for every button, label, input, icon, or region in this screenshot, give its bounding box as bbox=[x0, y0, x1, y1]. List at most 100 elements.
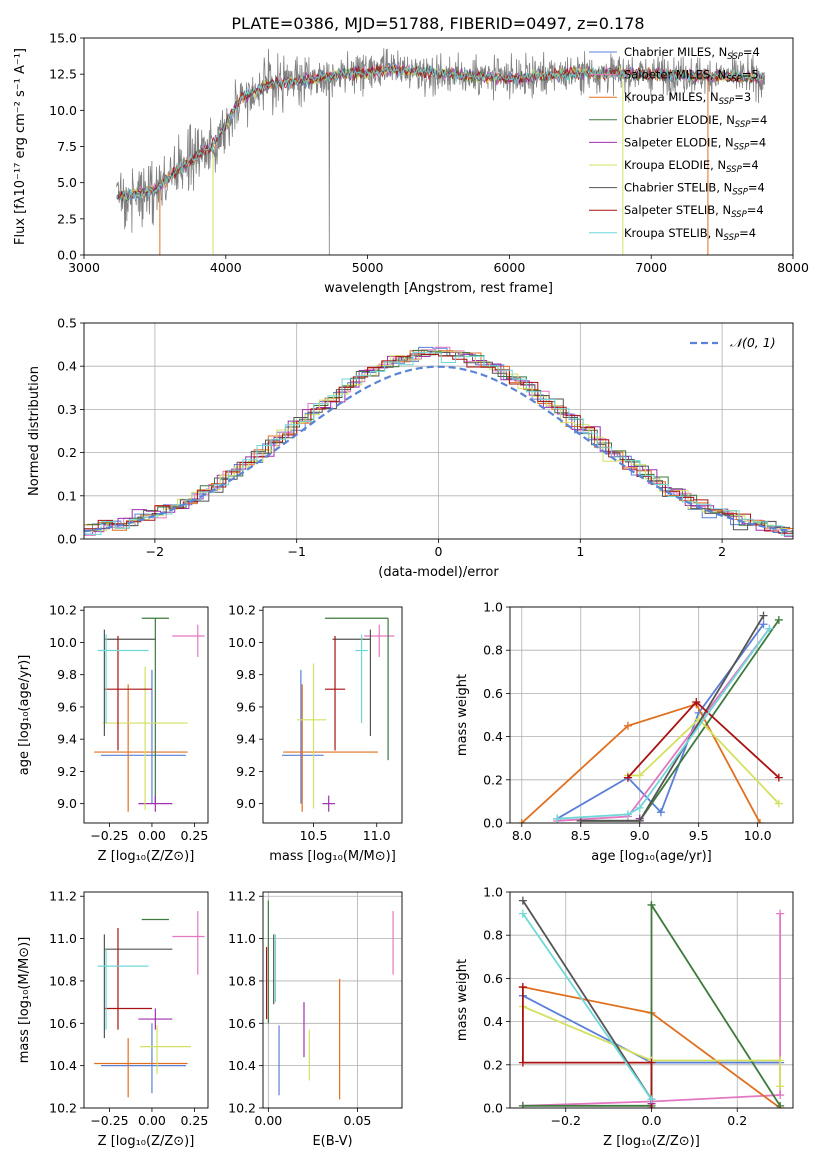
series-marker bbox=[765, 624, 774, 633]
series-marker bbox=[647, 900, 656, 909]
legend-label: Kroupa MILES, NSSP=3 bbox=[624, 90, 751, 107]
legend-model: Salpeter ELODIE, bbox=[624, 135, 725, 149]
x-tick-label: −1 bbox=[287, 544, 305, 559]
errorbar-point-salpeter-elodie bbox=[138, 795, 173, 812]
legend-nssp-sub: SSP bbox=[726, 165, 742, 175]
x-tick-label: 0.05 bbox=[344, 1113, 372, 1128]
axes-frame bbox=[509, 891, 794, 1109]
series-line bbox=[522, 913, 653, 1100]
series-marker bbox=[576, 816, 585, 823]
y-tick-label: 9.6 bbox=[236, 699, 256, 714]
series-line bbox=[522, 913, 781, 1107]
errorbar-point-chabrier-stelib bbox=[103, 629, 156, 736]
y-tick-label: 11.0 bbox=[49, 931, 77, 946]
chart-weight_vs_age: 8.0 8.5 9.0 9.5 10.0 0.0 0.2 0.4 0.6 0.8 1.0 age [l… bbox=[455, 600, 794, 864]
legend-nssp-sub: SSP bbox=[726, 75, 742, 85]
errorbar-point-chabrier-elodie bbox=[324, 617, 389, 761]
series-marker bbox=[656, 808, 665, 817]
series-marker bbox=[647, 1104, 656, 1108]
plot-area bbox=[94, 911, 205, 1098]
errorbar-point-kroupa-stelib bbox=[355, 634, 368, 724]
series-marker bbox=[518, 1058, 527, 1067]
x-tick-label: 10.0 bbox=[744, 828, 772, 843]
series-marker bbox=[774, 615, 783, 624]
plot-area bbox=[265, 900, 394, 1100]
series-marker bbox=[776, 1101, 785, 1108]
y-tick-label: 15.0 bbox=[49, 31, 77, 46]
series-marker bbox=[776, 909, 785, 918]
axes-frame bbox=[509, 606, 794, 824]
plot-area bbox=[518, 896, 785, 1108]
x-tick-label: 0.00 bbox=[254, 1113, 282, 1128]
legend: 𝒩(0, 1) bbox=[690, 335, 776, 350]
axes-frame bbox=[83, 891, 209, 1109]
x-tick-label: −0.25 bbox=[90, 828, 128, 843]
legend-nssp-value: =4 bbox=[742, 158, 759, 172]
errorbar-point-kroupa-stelib bbox=[97, 634, 149, 724]
series-line bbox=[522, 987, 653, 1108]
axes-frame bbox=[83, 606, 209, 824]
legend-label: Salpeter STELIB, NSSP=4 bbox=[624, 203, 764, 220]
series-marker bbox=[647, 1095, 656, 1104]
legend-nssp-sub: SSP bbox=[731, 210, 747, 220]
errorbar-point-kroupa-elodie bbox=[297, 663, 327, 809]
x-axis-label: (data-model)/error bbox=[378, 565, 499, 580]
histogram-chabrier-miles bbox=[84, 346, 788, 535]
y-tick-label: 0.3 bbox=[57, 402, 77, 417]
x-axis-label: Z [log₁₀(Z/Z⊙)] bbox=[603, 1134, 700, 1149]
y-tick-label: 10.2 bbox=[228, 1101, 256, 1116]
chart-spectrum: 3000 4000 5000 6000 7000 8000 0.0 2.5 5.0 7.5 10.0… bbox=[13, 31, 809, 297]
legend-nssp-value: =4 bbox=[750, 113, 767, 127]
x-tick-label: 0.25 bbox=[180, 1113, 208, 1128]
series-marker bbox=[518, 1101, 527, 1108]
axes-frame bbox=[83, 37, 794, 256]
legend-model: Kroupa MILES, bbox=[624, 90, 710, 104]
y-tick-label: 1.0 bbox=[483, 600, 503, 615]
y-tick-label: 0.2 bbox=[483, 772, 503, 787]
y-tick-label: 10.4 bbox=[49, 1058, 77, 1073]
x-tick-label: 10.5 bbox=[300, 828, 328, 843]
series-marker bbox=[518, 909, 527, 918]
legend-nssp-prefix: N bbox=[710, 90, 719, 104]
errorbar-point-kroupa-elodie bbox=[102, 666, 188, 811]
y-tick-label: 9.2 bbox=[236, 764, 256, 779]
errorbar-point-salpeter-stelib bbox=[104, 928, 152, 1030]
series-marker bbox=[647, 1058, 656, 1067]
errorbar-point-salpeter-elodie bbox=[138, 1008, 173, 1030]
series-marker bbox=[776, 1082, 785, 1091]
y-tick-label: 0.1 bbox=[57, 488, 77, 503]
model-line-salpeter-stelib bbox=[117, 64, 765, 201]
errorbar-point-salpeter-miles bbox=[172, 624, 205, 657]
legend-nssp-prefix: N bbox=[722, 203, 731, 217]
legend-model: Kroupa STELIB, bbox=[624, 226, 715, 240]
errorbar-point-salpeter-miles bbox=[364, 624, 395, 657]
y-tick-label: 0.2 bbox=[57, 445, 77, 460]
series-marker bbox=[623, 721, 632, 730]
grid bbox=[263, 892, 402, 1109]
series-kroupa-stelib bbox=[518, 909, 656, 1104]
legend-label: 𝒩(0, 1) bbox=[730, 335, 776, 350]
series-marker bbox=[623, 810, 632, 819]
x-axis-label: age [log₁₀(age/yr)] bbox=[591, 849, 712, 864]
y-axis-label: mass [log₁₀(M/M⊙)] bbox=[17, 937, 32, 1064]
series-line bbox=[521, 703, 761, 823]
axes-frame bbox=[83, 322, 794, 540]
errorbar-point-salpeter-stelib bbox=[324, 636, 346, 751]
y-tick-label: 10.8 bbox=[49, 973, 77, 988]
model-line-kroupa-stelib bbox=[119, 65, 765, 201]
y-tick-label: 0.8 bbox=[483, 643, 503, 658]
y-tick-label: 0.6 bbox=[483, 971, 503, 986]
series-line bbox=[522, 1005, 781, 1087]
x-axis-label: mass [log₁₀(M/M⊙)] bbox=[269, 849, 396, 864]
errorbar-point-chabrier-stelib bbox=[332, 629, 372, 736]
series-marker bbox=[635, 771, 644, 780]
errorbar-point-salpeter-miles bbox=[172, 911, 205, 975]
chart-residuals: −2 −1 0 1 2 0.0 0.1 0.2 0.3 0.4 0.5 (data-model)/er… bbox=[27, 316, 794, 580]
y-tick-label: 12.5 bbox=[49, 67, 77, 82]
y-tick-label: 11.2 bbox=[49, 889, 77, 904]
y-tick-label: 10.2 bbox=[49, 603, 77, 618]
errorbar-point-chabrier-miles bbox=[100, 1023, 186, 1094]
series-line bbox=[627, 718, 780, 805]
series-marker bbox=[635, 803, 644, 812]
